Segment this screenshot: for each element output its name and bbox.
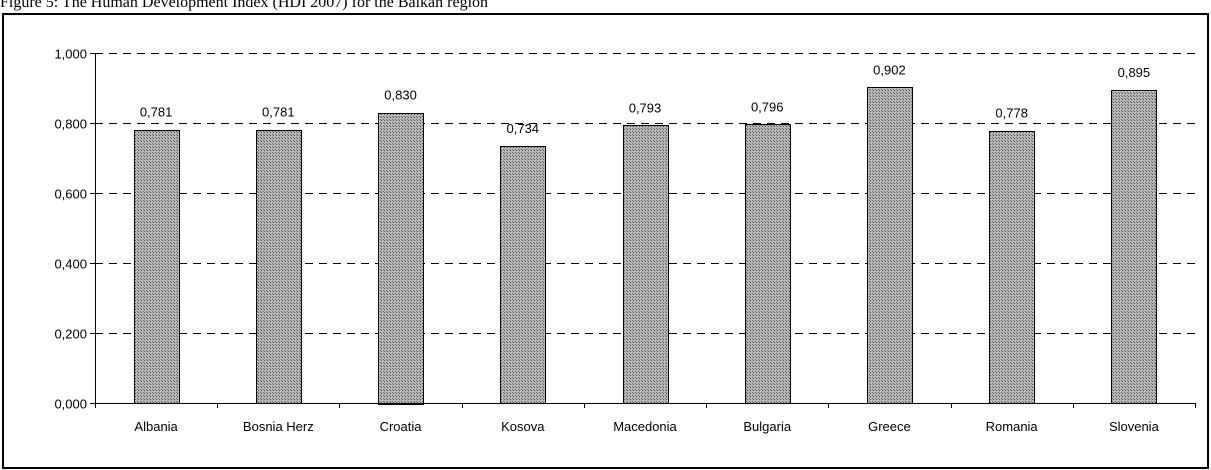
y-tick-label: 0,000 xyxy=(54,397,87,412)
category-label: Romania xyxy=(986,419,1039,434)
category-label: Kosova xyxy=(501,419,545,434)
bar xyxy=(1112,91,1157,404)
bar xyxy=(257,131,302,404)
y-tick-label: 0,800 xyxy=(54,117,87,132)
data-label: 0,830 xyxy=(384,88,417,103)
category-label: Croatia xyxy=(380,419,423,434)
data-label: 0,796 xyxy=(751,99,784,114)
category-label: Albania xyxy=(134,419,178,434)
data-label: 0,734 xyxy=(507,121,540,136)
bars xyxy=(135,88,1157,405)
bar xyxy=(746,125,791,404)
category-label: Bosnia Herz xyxy=(243,419,314,434)
bar xyxy=(379,114,424,405)
category-label: Macedonia xyxy=(613,419,677,434)
data-label: 0,778 xyxy=(995,106,1028,121)
bar xyxy=(990,132,1035,404)
bar xyxy=(624,126,669,404)
y-tick-label: 0,200 xyxy=(54,327,87,342)
bar xyxy=(135,131,180,404)
category-label: Slovenia xyxy=(1109,419,1160,434)
data-label: 0,781 xyxy=(140,105,173,120)
bar xyxy=(501,147,546,404)
data-label: 0,902 xyxy=(873,62,906,77)
y-tick-label: 0,400 xyxy=(54,257,87,272)
data-label: 0,895 xyxy=(1118,65,1151,80)
y-tick-label: 0,600 xyxy=(54,187,87,202)
data-label: 0,793 xyxy=(629,100,662,115)
category-label: Greece xyxy=(868,419,911,434)
bar xyxy=(868,88,913,404)
data-label: 0,781 xyxy=(262,105,295,120)
y-tick-label: 1,000 xyxy=(54,47,87,62)
category-label: Bulgaria xyxy=(743,419,791,434)
